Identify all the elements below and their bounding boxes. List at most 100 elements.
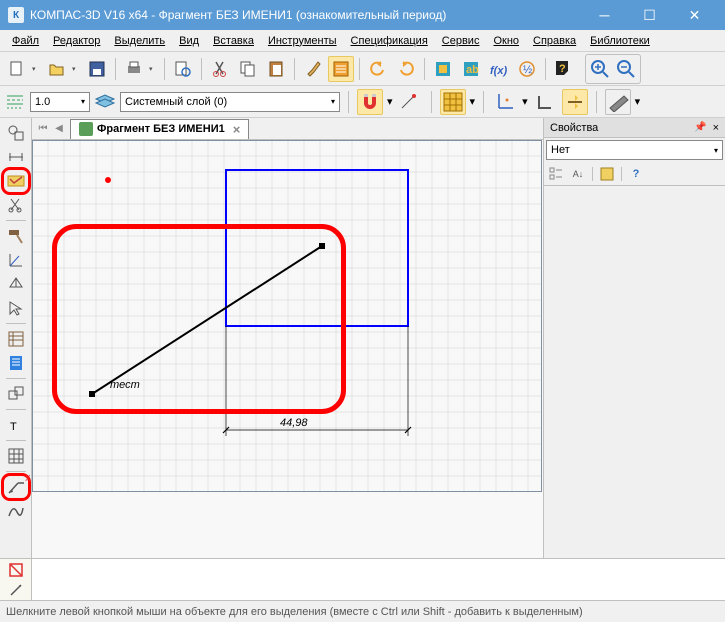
zoom-in-button[interactable] xyxy=(587,56,613,82)
sort-cat-icon[interactable] xyxy=(548,166,564,182)
close-button[interactable]: ✕ xyxy=(672,0,717,30)
main-toolbar: ▾ ▾ ▾ ab f(x) ½ ? xyxy=(0,52,725,86)
paste-button[interactable] xyxy=(263,56,289,82)
ortho-button[interactable] xyxy=(532,89,558,115)
filter-icon[interactable] xyxy=(599,166,615,182)
panel-header: Свойства 📌 × xyxy=(544,118,725,138)
leader-tool[interactable]: X xyxy=(4,476,28,498)
help-button[interactable]: ? xyxy=(551,56,577,82)
menu-spec[interactable]: Спецификация xyxy=(345,33,434,49)
snap-point-button[interactable] xyxy=(397,89,423,115)
linestyle-icon[interactable] xyxy=(4,91,26,113)
menu-tools[interactable]: Инструменты xyxy=(262,33,343,49)
layer-icon[interactable] xyxy=(94,91,116,113)
annotation-tool[interactable] xyxy=(4,170,28,192)
brush-button[interactable] xyxy=(300,56,326,82)
properties-button[interactable] xyxy=(328,56,354,82)
spline-tool[interactable] xyxy=(4,500,28,522)
redo-button[interactable] xyxy=(393,56,419,82)
drawing-canvas[interactable]: тест44,98 xyxy=(32,140,543,558)
open-button[interactable] xyxy=(44,56,70,82)
menu-view[interactable]: Вид xyxy=(173,33,205,49)
help-prop-icon[interactable]: ? xyxy=(628,166,644,182)
window-title: КОМПАС-3D V16 x64 - Фрагмент БЕЗ ИМЕНИ1 … xyxy=(30,8,582,22)
fx-button[interactable]: f(x) xyxy=(486,56,512,82)
pen-button[interactable] xyxy=(605,89,631,115)
library-mgr-button[interactable] xyxy=(430,56,456,82)
menubar: Файл Редактор Выделить Вид Вставка Инстр… xyxy=(0,30,725,52)
menu-libraries[interactable]: Библиотеки xyxy=(584,33,656,49)
variable-button[interactable]: ab xyxy=(458,56,484,82)
document-tab[interactable]: Фрагмент БЕЗ ИМЕНИ1 × xyxy=(70,119,249,139)
grid-button[interactable] xyxy=(440,89,466,115)
open-dropdown[interactable]: ▾ xyxy=(72,65,82,73)
menu-service[interactable]: Сервис xyxy=(436,33,486,49)
bottom-panel-controls xyxy=(0,559,32,600)
object-selector-value: Нет xyxy=(551,144,570,156)
sort-az-icon[interactable]: A↓ xyxy=(570,166,586,182)
geometry-tool[interactable] xyxy=(4,122,28,144)
panel-close[interactable]: × xyxy=(713,122,719,134)
menu-insert[interactable]: Вставка xyxy=(207,33,260,49)
coords-button[interactable] xyxy=(492,89,518,115)
object-selector[interactable]: Нет ▾ xyxy=(546,140,723,160)
svg-text:?: ? xyxy=(559,63,566,75)
menu-file[interactable]: Файл xyxy=(6,33,45,49)
select-tool[interactable] xyxy=(4,297,28,319)
insert-tool[interactable] xyxy=(4,383,28,405)
report-tool[interactable] xyxy=(4,352,28,374)
hammer-tool[interactable] xyxy=(4,225,28,247)
copy-button[interactable] xyxy=(235,56,261,82)
num1-button[interactable]: ½ xyxy=(514,56,540,82)
text-tool[interactable]: T xyxy=(4,414,28,436)
preview-button[interactable] xyxy=(170,56,196,82)
layer-select[interactable]: Системный слой (0) ▾ xyxy=(120,92,340,112)
tab-nav-first[interactable]: ⏮ xyxy=(36,122,50,136)
spec-tool[interactable] xyxy=(4,328,28,350)
menu-select[interactable]: Выделить xyxy=(108,33,171,49)
scissors-tool[interactable] xyxy=(4,194,28,216)
menu-editor[interactable]: Редактор xyxy=(47,33,106,49)
panel-title: Свойства xyxy=(550,122,694,134)
table-tool[interactable] xyxy=(4,445,28,467)
property-body xyxy=(544,186,725,558)
cut-button[interactable] xyxy=(207,56,233,82)
linewidth-value: 1.0 xyxy=(35,96,50,108)
grid-dropdown[interactable]: ▾ xyxy=(470,95,476,108)
new-dropdown[interactable]: ▾ xyxy=(32,65,42,73)
undo-button[interactable] xyxy=(365,56,391,82)
app-icon: К xyxy=(8,7,24,23)
property-toolbar: A↓ ? xyxy=(544,162,725,186)
minimize-button[interactable]: ─ xyxy=(582,0,627,30)
zoom-out-button[interactable] xyxy=(613,56,639,82)
svg-text:T: T xyxy=(10,421,17,433)
snap-magnet-button[interactable] xyxy=(357,89,383,115)
save-button[interactable] xyxy=(84,56,110,82)
pin-icon[interactable]: 📌 xyxy=(694,122,706,133)
menu-window[interactable]: Окно xyxy=(487,33,525,49)
svg-text:ab: ab xyxy=(466,64,479,76)
snap-dropdown[interactable]: ▾ xyxy=(387,95,393,108)
dimension-tool[interactable] xyxy=(4,146,28,168)
tab-close-button[interactable]: × xyxy=(233,122,241,137)
svg-text:тест: тест xyxy=(110,379,140,391)
stop-icon[interactable] xyxy=(6,561,26,579)
param-tool[interactable] xyxy=(4,249,28,271)
svg-text:½: ½ xyxy=(523,64,532,76)
coords-dropdown[interactable]: ▾ xyxy=(522,95,528,108)
print-dropdown[interactable]: ▾ xyxy=(149,65,159,73)
apply-icon[interactable] xyxy=(6,581,26,599)
status-text: Шелкните левой кнопкой мыши на объекте д… xyxy=(6,606,583,618)
pen-dropdown[interactable]: ▾ xyxy=(635,95,641,108)
round-button[interactable] xyxy=(562,89,588,115)
zoom-group xyxy=(585,54,641,84)
new-button[interactable] xyxy=(4,56,30,82)
titlebar: К КОМПАС-3D V16 x64 - Фрагмент БЕЗ ИМЕНИ… xyxy=(0,0,725,30)
style-toolbar: 1.0 ▾ Системный слой (0) ▾ ▾ ▾ ▾ ▾ xyxy=(0,86,725,118)
linewidth-select[interactable]: 1.0 ▾ xyxy=(30,92,90,112)
print-button[interactable] xyxy=(121,56,147,82)
maximize-button[interactable]: ☐ xyxy=(627,0,672,30)
tab-nav-prev[interactable]: ◀ xyxy=(52,122,66,136)
menu-help[interactable]: Справка xyxy=(527,33,582,49)
measure-tool[interactable] xyxy=(4,273,28,295)
